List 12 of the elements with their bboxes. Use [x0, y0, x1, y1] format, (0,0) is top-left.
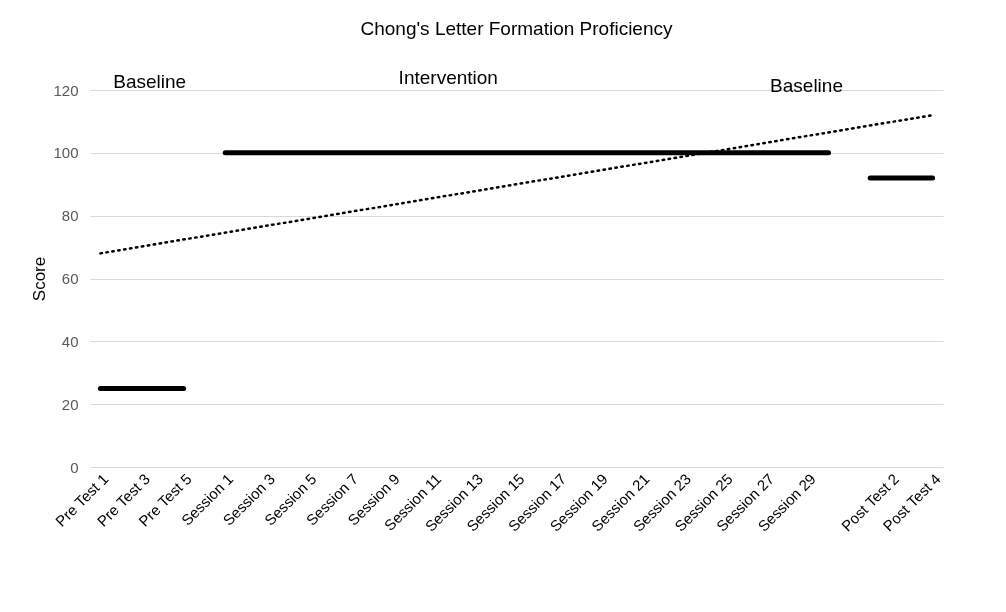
y-tick-label: 40 [61, 332, 79, 350]
y-tick-label: 0 [70, 458, 79, 476]
annotation: Baseline [770, 75, 843, 96]
chart-title: Chong's Letter Formation Proficiency [360, 18, 673, 39]
y-tick-label: 60 [61, 270, 79, 287]
y-axis-title: Score [30, 256, 50, 302]
y-tick-label: 120 [53, 81, 79, 99]
annotation: Baseline [113, 71, 187, 92]
text: Intervention [398, 67, 498, 88]
y-tick-label: 80 [61, 207, 79, 225]
y-tick-label: 100 [53, 144, 79, 162]
y-tick-label: 20 [61, 395, 79, 413]
